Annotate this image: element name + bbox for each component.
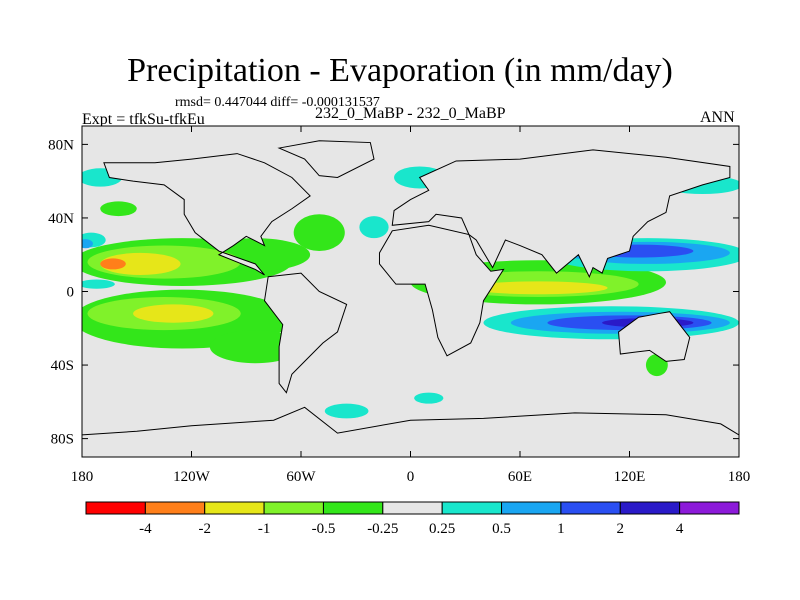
y-tick-label: 80S bbox=[51, 432, 74, 448]
io-neg-inner bbox=[468, 281, 608, 295]
colorbar-swatch bbox=[501, 501, 562, 515]
greenland-outline bbox=[277, 140, 375, 179]
south-america-outline bbox=[263, 272, 348, 394]
x-tick-label: 60E bbox=[508, 469, 532, 485]
colorbar-label: 1 bbox=[557, 521, 565, 537]
x-tick-label: 60W bbox=[286, 469, 316, 485]
nh-neg-2 bbox=[100, 201, 137, 217]
colorbar-label: 2 bbox=[617, 521, 625, 537]
y-tick-label: 40N bbox=[48, 211, 74, 227]
x-tick-label: 120W bbox=[173, 469, 211, 485]
y-axis: 80N 40N 0 40S 80S bbox=[48, 137, 739, 448]
atl-pos bbox=[359, 216, 389, 239]
so-pos-2 bbox=[414, 392, 444, 404]
africa-outline bbox=[378, 224, 505, 357]
chart-title: Precipitation - Evaporation (in mm/day) bbox=[127, 52, 673, 89]
atl-neg bbox=[293, 214, 345, 252]
colorbar-label: -1 bbox=[258, 521, 271, 537]
x-tick-label: 120E bbox=[614, 469, 646, 485]
colorbar-swatch bbox=[263, 501, 324, 515]
colorbar-label: -0.25 bbox=[367, 521, 398, 537]
x-tick-label: 0 bbox=[407, 469, 415, 485]
x-tick-label: 180 bbox=[71, 469, 94, 485]
eurasia-outline bbox=[391, 149, 731, 279]
y-tick-label: 40S bbox=[51, 358, 74, 374]
sp-neg-inner bbox=[133, 304, 214, 323]
colorbar-swatch bbox=[382, 501, 443, 515]
colorbar-label: -4 bbox=[139, 521, 152, 537]
colorbar-swatch bbox=[322, 501, 384, 515]
australia-outline bbox=[618, 311, 691, 362]
np-pos-edge-2 bbox=[82, 239, 93, 249]
x-axis: 180 120W 60W 0 60E 120E 180 bbox=[71, 126, 751, 485]
case-label: 232_0_MaBP - 232_0_MaBP bbox=[315, 105, 506, 122]
colorbar-swatch bbox=[619, 501, 681, 515]
y-tick-label: 80N bbox=[48, 137, 74, 153]
antarctica-outline bbox=[82, 406, 739, 457]
colorbar-label: -2 bbox=[198, 521, 211, 537]
continent-outlines bbox=[82, 140, 739, 457]
colorbar-label: 0.25 bbox=[429, 521, 455, 537]
y-tick-label: 0 bbox=[67, 285, 75, 301]
x-tick-label: 180 bbox=[728, 469, 751, 485]
experiment-label: Expt = tfkSu-tfkEu bbox=[82, 111, 205, 128]
colorbar-swatch bbox=[560, 501, 621, 515]
np-neg-core bbox=[100, 258, 126, 270]
np-neg-inner bbox=[100, 252, 181, 275]
colorbar-swatch bbox=[679, 501, 740, 515]
colorbar-swatch bbox=[144, 501, 206, 515]
so-neg-1 bbox=[645, 354, 668, 377]
colorbar-swatch bbox=[85, 501, 146, 515]
season-label: ANN bbox=[700, 109, 735, 126]
colorbar-swatch bbox=[204, 501, 265, 515]
colorbar-swatch bbox=[441, 501, 503, 515]
north-america-outline bbox=[103, 153, 311, 276]
colorbar: -4 -2 -1 -0.5 -0.25 0.25 0.5 1 2 4 bbox=[85, 501, 740, 537]
np-pos-lower bbox=[82, 279, 115, 289]
colorbar-label: -0.5 bbox=[312, 521, 336, 537]
sp-neg-tail bbox=[209, 330, 301, 364]
colorbar-label: 4 bbox=[676, 521, 684, 537]
colorbar-label: 0.5 bbox=[492, 521, 511, 537]
rmsd-diff-stats: rmsd= 0.447044 diff= -0.000131537 bbox=[175, 95, 380, 110]
so-pos-1 bbox=[324, 403, 369, 419]
